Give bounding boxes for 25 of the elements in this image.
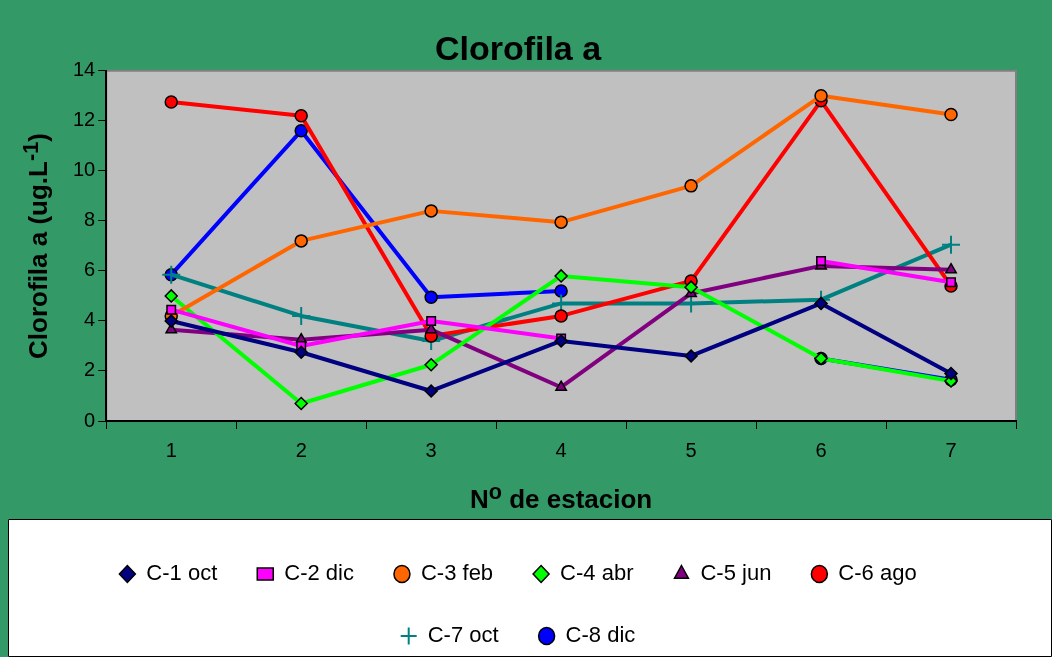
y-tick-label: 8 — [84, 208, 96, 231]
x-tick-label: 3 — [425, 438, 437, 461]
legend-label: C-1 oct — [146, 560, 218, 586]
legend-label: C-2 dic — [284, 560, 354, 586]
y-tick-label: 4 — [84, 308, 96, 331]
legend-label: C-4 abr — [560, 560, 634, 586]
x-tick-label: 7 — [945, 438, 957, 461]
y-tick-label: 10 — [73, 158, 96, 181]
x-tick-label: 4 — [555, 438, 567, 461]
x-axis-title: N$^{o}$ de estacion — [469, 478, 653, 516]
legend-label: C-6 ago — [838, 560, 917, 586]
legend-label: C-7 oct — [427, 622, 499, 648]
y-tick-label: 6 — [84, 258, 96, 281]
x-tick-label: 6 — [815, 438, 827, 461]
y-tick-label: 12 — [73, 108, 96, 131]
x-tick-label: 1 — [165, 438, 177, 461]
x-tick-label: 5 — [685, 438, 697, 461]
y-tick-label: 2 — [84, 358, 96, 381]
legend-label: C-5 jun — [700, 560, 772, 586]
legend-label: C-8 dic — [565, 622, 636, 648]
legend-label: C-3 feb — [420, 560, 494, 586]
x-tick-label: 2 — [295, 438, 307, 461]
y-tick-label: 0 — [84, 408, 96, 431]
y-tick-label: 14 — [73, 58, 96, 81]
chart-title: Clorofila a — [434, 28, 603, 67]
